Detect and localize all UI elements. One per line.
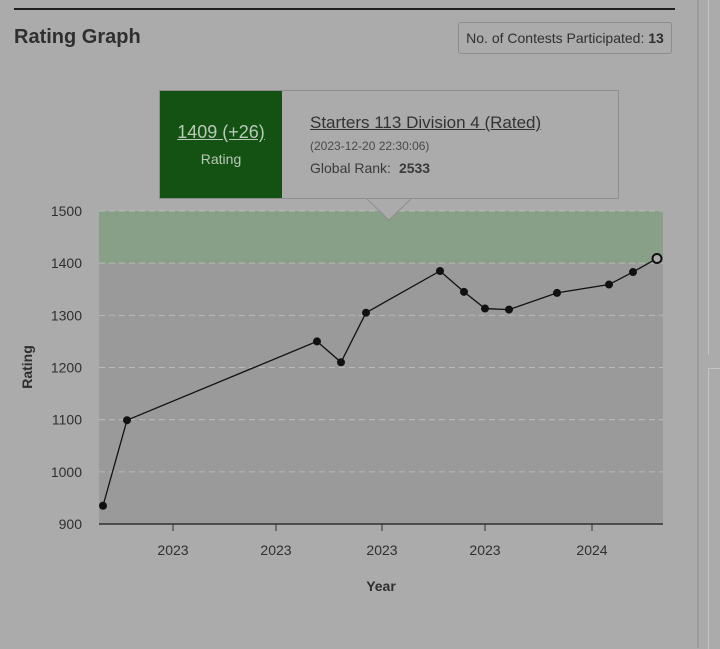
selected-data-point bbox=[651, 252, 663, 264]
right-panel-edge-lower bbox=[708, 368, 720, 649]
top-rule bbox=[14, 8, 675, 10]
global-rank-label: Global Rank: bbox=[310, 160, 391, 176]
page-title: Rating Graph bbox=[14, 26, 141, 48]
data-point bbox=[460, 287, 468, 296]
rating-band-0 bbox=[99, 211, 663, 264]
y-tick-label: 1300 bbox=[51, 307, 82, 323]
x-tick-label: 2023 bbox=[366, 542, 397, 558]
rating-badge: 1409 (+26) Rating bbox=[160, 91, 282, 198]
x-tick-label: 2023 bbox=[469, 542, 500, 558]
y-tick-label: 1000 bbox=[51, 464, 82, 480]
data-point bbox=[313, 337, 321, 346]
tooltip-rating-label: Rating bbox=[200, 151, 242, 167]
rating-band-1 bbox=[99, 263, 663, 524]
global-rank-value: 2533 bbox=[398, 160, 431, 176]
data-point bbox=[123, 416, 131, 425]
tooltip-global-rank: Global Rank: 2533 bbox=[310, 160, 430, 176]
y-axis-label: Rating bbox=[19, 345, 35, 389]
tooltip-rating-link[interactable]: 1409 (+26) bbox=[177, 122, 265, 142]
contests-count-label: No. of Contests Participated: bbox=[466, 30, 645, 46]
data-point bbox=[605, 280, 613, 289]
x-tick-label: 2023 bbox=[260, 542, 291, 558]
y-tick-label: 1200 bbox=[51, 360, 82, 376]
y-tick-label: 1100 bbox=[52, 412, 82, 428]
data-point bbox=[362, 308, 370, 317]
x-tick-label: 2023 bbox=[157, 542, 188, 558]
data-point bbox=[481, 304, 489, 313]
right-divider bbox=[697, 0, 699, 648]
data-point bbox=[629, 268, 637, 277]
tooltip-contest-link[interactable]: Starters 113 Division 4 (Rated) bbox=[310, 113, 542, 132]
data-point bbox=[99, 501, 107, 510]
data-point-tooltip: 1409 (+26) Rating Starters 113 Division … bbox=[159, 90, 619, 199]
data-point bbox=[436, 266, 444, 275]
x-axis-label: Year bbox=[366, 578, 396, 594]
data-point bbox=[337, 358, 345, 367]
data-point bbox=[505, 305, 513, 314]
y-tick-label: 1400 bbox=[51, 255, 82, 271]
y-tick-label: 1500 bbox=[51, 203, 82, 219]
contests-count-value: 13 bbox=[648, 30, 664, 46]
x-tick-label: 2024 bbox=[576, 542, 607, 558]
contests-count-badge: No. of Contests Participated: 13 bbox=[458, 22, 672, 54]
y-tick-label: 900 bbox=[59, 516, 83, 532]
right-panel-edge bbox=[708, 0, 709, 355]
tooltip-datetime: (2023-12-20 22:30:06) bbox=[310, 139, 430, 153]
data-point bbox=[553, 288, 561, 297]
